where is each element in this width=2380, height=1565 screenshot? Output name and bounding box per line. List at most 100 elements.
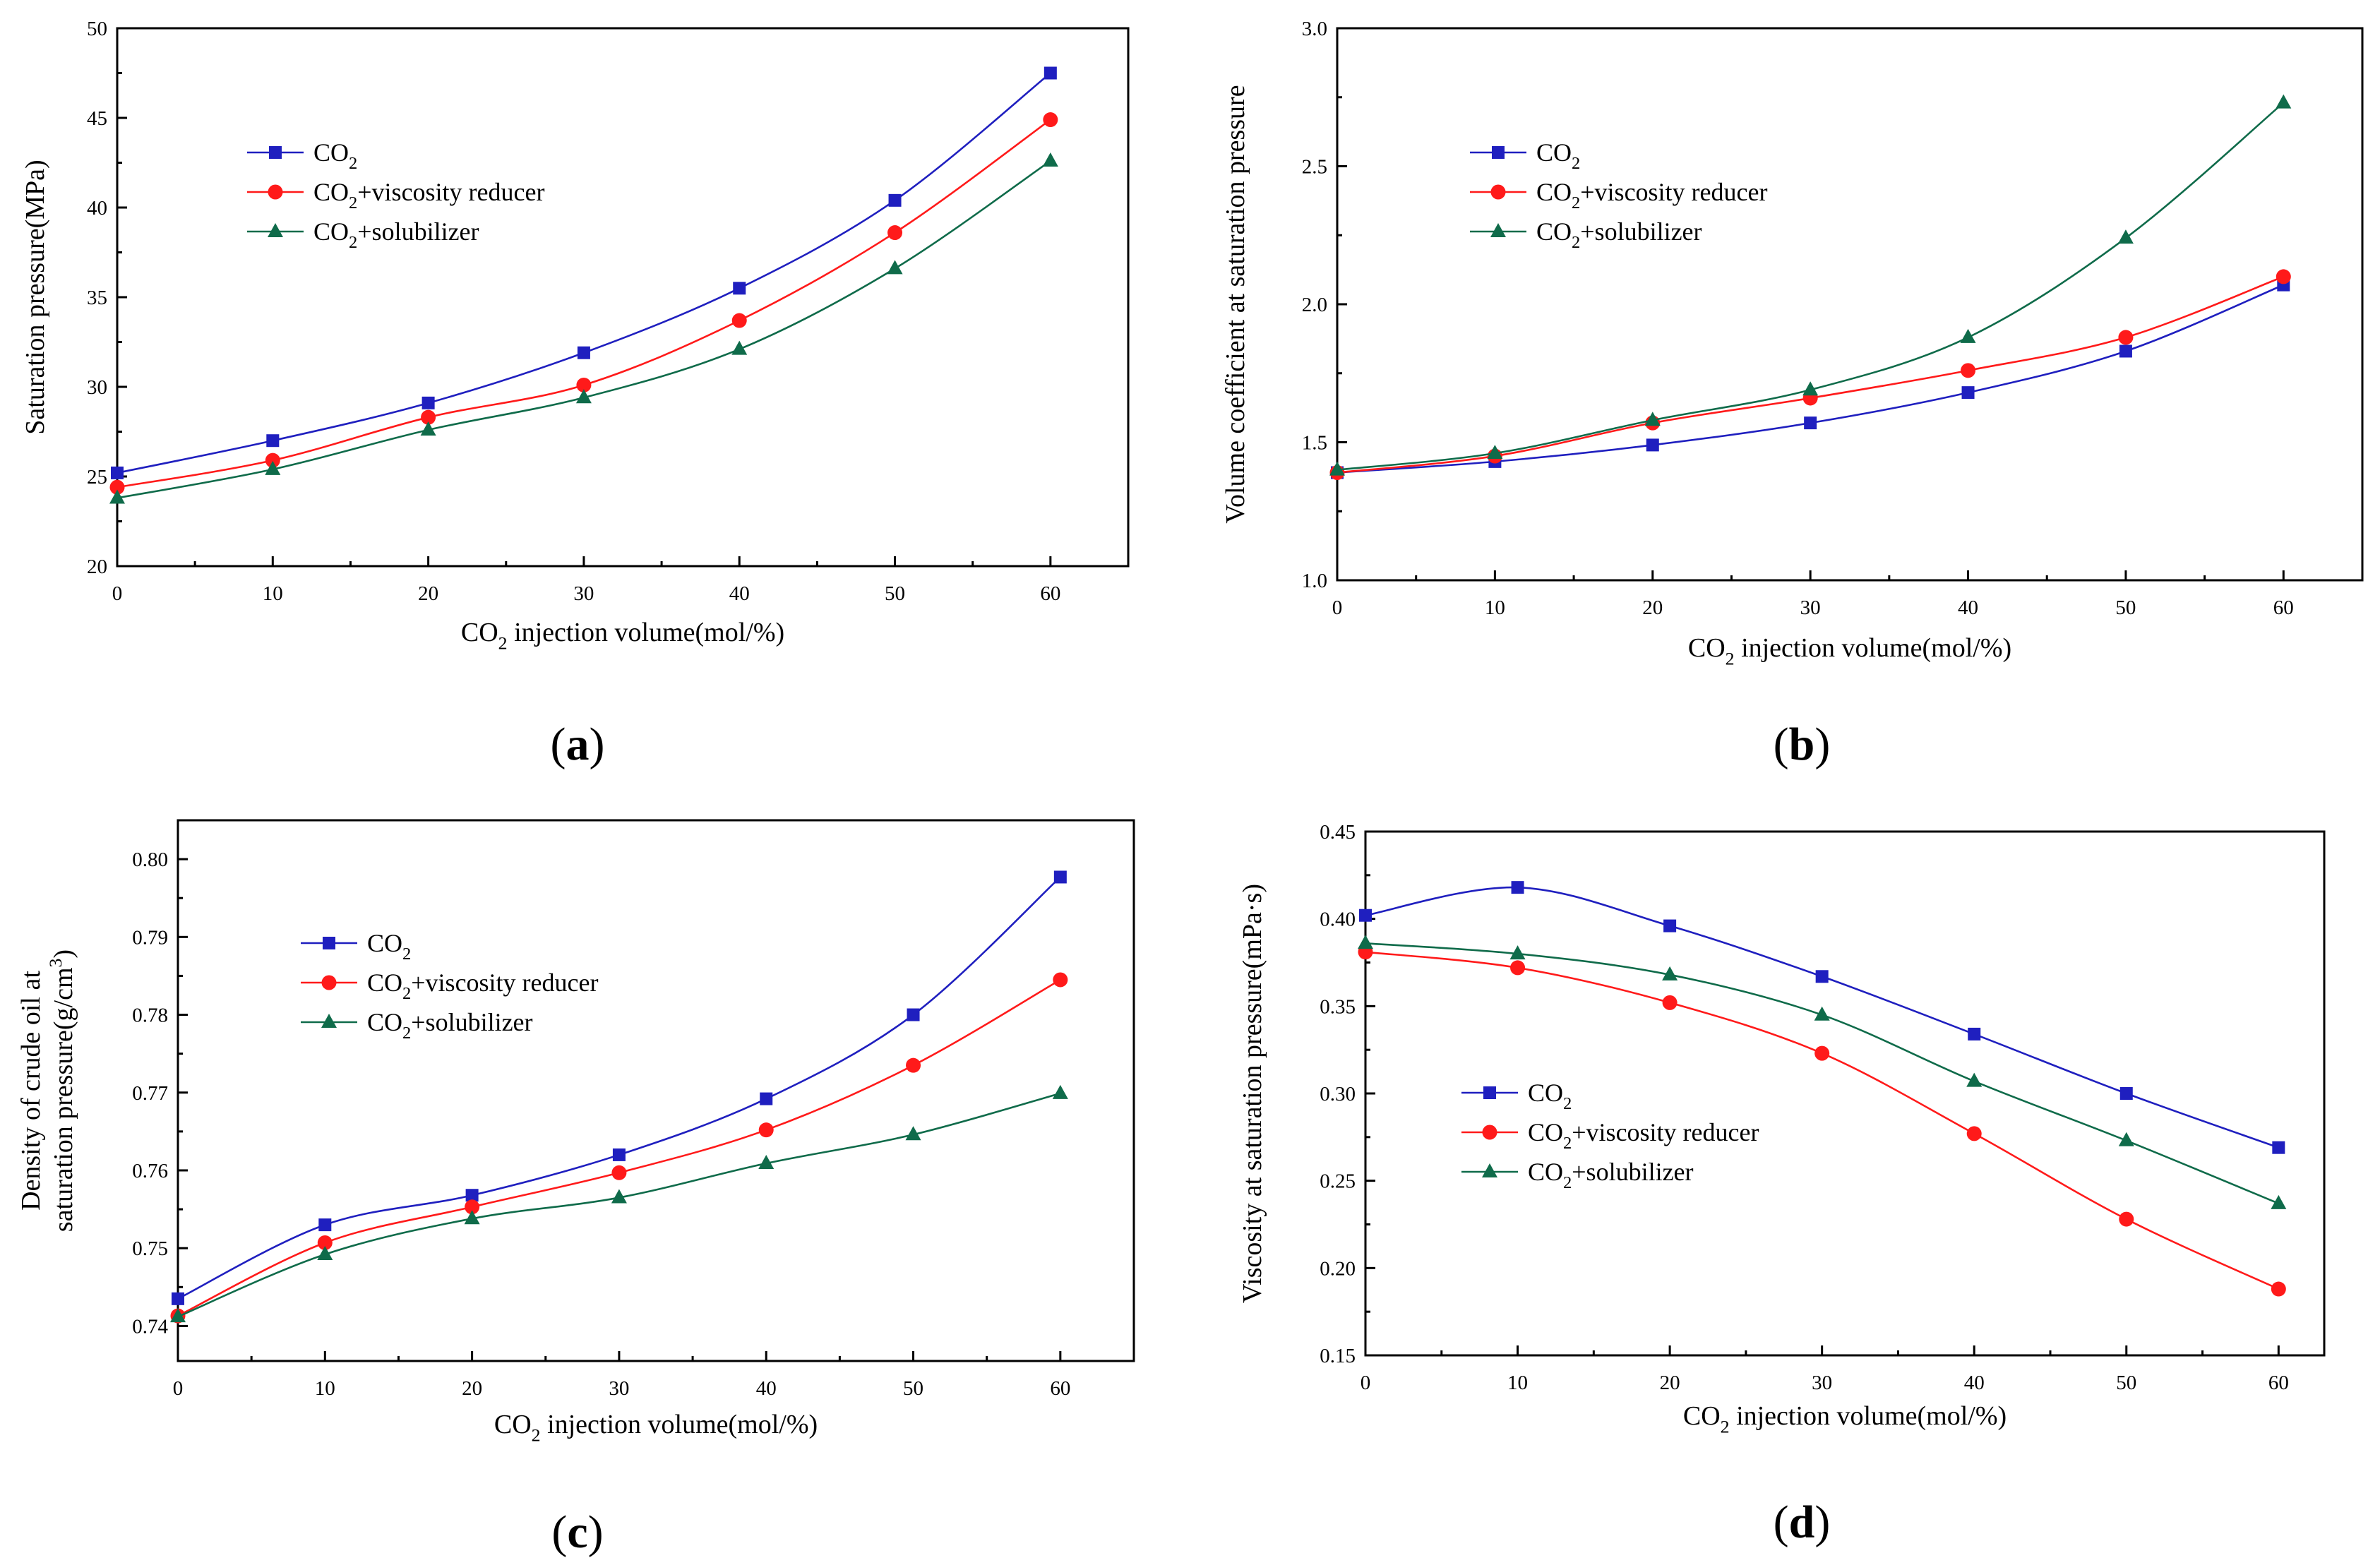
y-tick-label: 2.0 — [1302, 294, 1327, 316]
data-point — [1042, 152, 1058, 167]
y-tick-label: 0.74 — [132, 1315, 168, 1338]
y-tick-label: 3.0 — [1302, 18, 1327, 40]
y-tick-label: 0.79 — [132, 926, 168, 949]
data-point — [1804, 416, 1817, 430]
data-point — [265, 460, 281, 475]
y-tick-label: 20 — [87, 556, 107, 578]
series-co2 — [172, 870, 1067, 1305]
legend-label: CO2+viscosity reducer — [313, 178, 544, 212]
series-line — [177, 978, 1061, 1317]
data-point — [1644, 412, 1661, 426]
y-tick-label: 0.30 — [1320, 1083, 1356, 1105]
data-point — [2119, 1087, 2133, 1100]
legend-entry: CO2+solubilizer — [1461, 1158, 1694, 1192]
chart-panel-c: 0 10 20 30 40 50 60 0.74 0.75 0.76 0.77 0.78 0.79 0.8… — [16, 819, 1135, 1558]
chart-panel-b: 0 10 20 30 40 50 60 1.0 1.5 2.0 2.5 3.0 CO2 injectio… — [1221, 18, 2364, 770]
legend-label: CO2 — [1536, 138, 1580, 173]
y-tick-label: 35 — [87, 287, 107, 309]
x-axis-title: CO2 injection volume(mol/%) — [494, 1410, 818, 1445]
data-point — [266, 434, 280, 448]
x-tick-label: 30 — [573, 582, 594, 605]
data-point — [465, 1189, 479, 1202]
series-co2-viscosity-reducer — [109, 112, 1058, 495]
legend-marker — [1482, 1163, 1497, 1177]
data-point — [760, 1092, 773, 1105]
y-axis-title-text: Viscosity at saturation pressure(mPa·s) — [1238, 884, 1267, 1303]
data-point — [611, 1189, 627, 1204]
data-point — [577, 346, 590, 359]
y-tick-label: 0.76 — [132, 1160, 168, 1182]
y-axis-title: Density of crude oil at saturation pressu… — [16, 949, 78, 1232]
x-tick-label: 30 — [1800, 596, 1821, 619]
data-point — [317, 1246, 333, 1261]
series-line — [1365, 951, 2279, 1290]
series-co2-solubilizer — [1358, 935, 2287, 1209]
legend-label: CO2+viscosity reducer — [1528, 1118, 1759, 1153]
panel-label: (a) — [551, 719, 605, 770]
x-tick-label: 0 — [173, 1377, 184, 1400]
plot-frame — [116, 27, 1130, 568]
x-tick-label: 20 — [1642, 596, 1663, 619]
legend-entry: CO2+solubilizer — [247, 217, 479, 252]
x-tick-label: 20 — [462, 1377, 482, 1400]
legend-label: CO2 — [367, 929, 411, 964]
y-tick-label: 0.20 — [1320, 1257, 1356, 1280]
series-line — [1336, 284, 2284, 474]
x-tick-label: 40 — [1964, 1372, 1985, 1394]
data-point — [1815, 970, 1829, 983]
x-axis-title: CO2 injection volume(mol/%) — [461, 618, 784, 653]
data-point — [421, 396, 435, 409]
legend-label: CO2+solubilizer — [1528, 1158, 1694, 1192]
data-point — [109, 489, 125, 504]
data-point — [1487, 445, 1503, 460]
x-tick-label: 20 — [1660, 1372, 1680, 1394]
data-point — [887, 225, 903, 241]
y-tick-label: 0.77 — [132, 1082, 168, 1105]
legend-label: CO2 — [1528, 1079, 1572, 1113]
data-point — [1663, 919, 1677, 933]
series-co2 — [1331, 278, 2290, 479]
data-point — [172, 1292, 184, 1305]
legend-label: CO2+viscosity reducer — [1536, 178, 1767, 212]
y-tick-label: 30 — [87, 376, 107, 399]
y-axis-title-line1: Density of crude oil at — [16, 971, 46, 1211]
series-line — [1336, 102, 2285, 471]
data-point — [317, 1235, 333, 1250]
data-point — [2119, 344, 2132, 358]
data-point — [611, 1165, 627, 1180]
x-axis-title: CO2 injection volume(mol/%) — [1683, 1401, 2007, 1437]
x-tick-label: 50 — [885, 582, 905, 605]
panel-label: (c) — [551, 1506, 603, 1558]
x-tick-label: 50 — [2116, 1372, 2136, 1394]
y-tick-label: 0.78 — [132, 1005, 168, 1027]
data-point — [2118, 330, 2134, 345]
series-co2-viscosity-reducer — [1358, 945, 2286, 1297]
x-tick-label: 10 — [1485, 596, 1505, 619]
data-point — [265, 452, 280, 468]
x-tick-label: 60 — [2273, 596, 2294, 619]
x-tick-label: 0 — [1332, 596, 1343, 619]
series-line — [116, 160, 1051, 499]
y-axis-title: Volume coefficient at saturation pressur… — [1221, 85, 1250, 523]
data-point — [1662, 966, 1678, 981]
x-tick-label: 30 — [609, 1377, 629, 1400]
data-point — [1509, 945, 1526, 960]
legend-entry: CO2 — [1461, 1079, 1572, 1113]
data-point — [905, 1126, 921, 1141]
series-line — [116, 119, 1051, 488]
series-co2-solubilizer — [1329, 94, 2292, 476]
y-tick-label: 0.15 — [1320, 1345, 1356, 1367]
data-point — [420, 421, 436, 436]
y-tick-label: 1.0 — [1302, 570, 1327, 592]
legend-entry: CO2+viscosity reducer — [247, 178, 544, 212]
data-point — [465, 1199, 480, 1215]
data-point — [1662, 995, 1678, 1010]
series-co2-viscosity-reducer — [1329, 269, 2291, 481]
data-point — [170, 1308, 186, 1323]
series-co2-solubilizer — [109, 152, 1058, 504]
data-point — [1329, 461, 1345, 476]
legend-marker — [268, 184, 283, 200]
data-point — [2271, 1281, 2286, 1297]
y-tick-label: 0.25 — [1320, 1170, 1356, 1193]
